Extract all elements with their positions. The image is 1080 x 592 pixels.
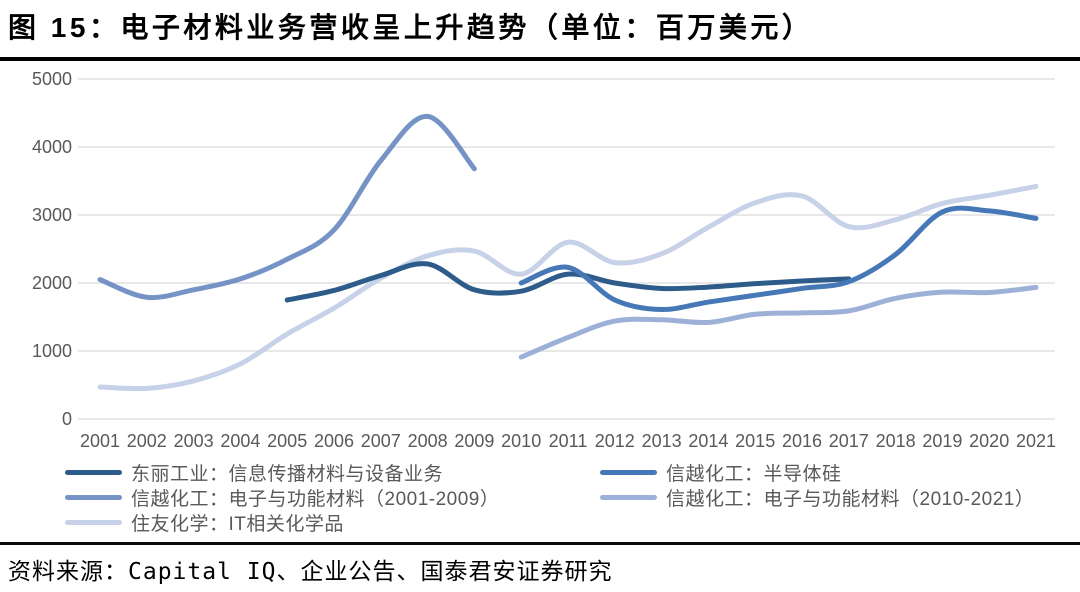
x-tick-label: 2015: [735, 431, 776, 451]
x-tick-label: 2010: [501, 431, 542, 451]
legend-item-sumitomo: 住友化学：IT相关化学品: [65, 512, 499, 535]
x-tick-label: 2021: [1015, 431, 1057, 451]
legend-line-swatch: [65, 470, 122, 475]
x-tick-label: 2005: [267, 431, 308, 451]
y-tick-label: 0: [61, 409, 72, 429]
legend-item-shinetsu_em_1021: 信越化工：电子与功能材料（2010-2021）: [600, 487, 1035, 510]
legend-line-swatch: [600, 495, 657, 500]
y-tick-label: 5000: [31, 69, 72, 89]
legend-column: 信越化工：半导体硅信越化工：电子与功能材料（2010-2021）: [600, 462, 1035, 510]
legend-line-swatch: [65, 495, 122, 500]
y-tick-label: 4000: [31, 137, 72, 157]
source-note: 资料来源：Capital IQ、企业公告、国泰君安证券研究: [8, 559, 613, 585]
x-tick-label: 2016: [781, 431, 823, 451]
y-tick-label: 1000: [31, 341, 72, 361]
bottom-divider: [0, 542, 1080, 545]
legend-label: 住友化学：IT相关化学品: [131, 514, 344, 535]
x-tick-label: 2009: [454, 431, 495, 451]
title-underline: [0, 57, 1080, 61]
x-tick-label: 2004: [220, 431, 261, 451]
legend-label: 信越化工：电子与功能材料（2001-2009）: [131, 489, 500, 510]
legend-item-shinetsu_semi: 信越化工：半导体硅: [600, 462, 1034, 485]
x-tick-label: 2013: [641, 431, 682, 451]
x-tick-label: 2003: [173, 431, 214, 451]
legend-item-shinetsu_em_0109: 信越化工：电子与功能材料（2001-2009）: [65, 487, 500, 510]
legend-label: 东丽工业：信息传播材料与设备业务: [131, 464, 444, 485]
legend-line-swatch: [65, 520, 122, 525]
figure-title: 图 15：电子材料业务营收呈上升趋势（单位：百万美元）: [8, 12, 814, 43]
x-tick-label: 2012: [594, 431, 635, 451]
x-tick-label: 2020: [969, 431, 1010, 451]
series-line-shinetsu_semi: [518, 205, 1039, 313]
x-tick-label: 2002: [126, 431, 167, 451]
x-tick-label: 2019: [922, 431, 963, 451]
legend-column: 东丽工业：信息传播材料与设备业务信越化工：电子与功能材料（2001-2009） 住…: [65, 462, 500, 535]
x-tick-label: 2018: [875, 431, 916, 451]
legend-label: 信越化工：电子与功能材料（2010-2021）: [666, 489, 1035, 510]
x-tick-label: 2006: [313, 431, 355, 451]
x-tick-label: 2008: [407, 431, 448, 451]
y-tick-label: 2000: [31, 273, 72, 293]
x-tick-label: 2011: [548, 431, 588, 451]
series-line-shinetsu_em_1021: [518, 284, 1039, 360]
series-line-shinetsu_em_0109: [97, 113, 477, 301]
legend-item-toray: 东丽工业：信息传播材料与设备业务: [65, 462, 499, 485]
x-tick-label: 2001: [79, 431, 121, 451]
x-tick-label: 2007: [360, 431, 401, 451]
x-tick-label: 2017: [828, 431, 869, 451]
legend-label: 信越化工：半导体硅: [666, 464, 842, 485]
series-line-toray: [284, 261, 852, 303]
legend-line-swatch: [600, 470, 657, 475]
y-tick-label: 3000: [31, 205, 72, 225]
x-tick-label: 2014: [688, 431, 729, 451]
series-line-sumitomo: [97, 183, 1039, 392]
